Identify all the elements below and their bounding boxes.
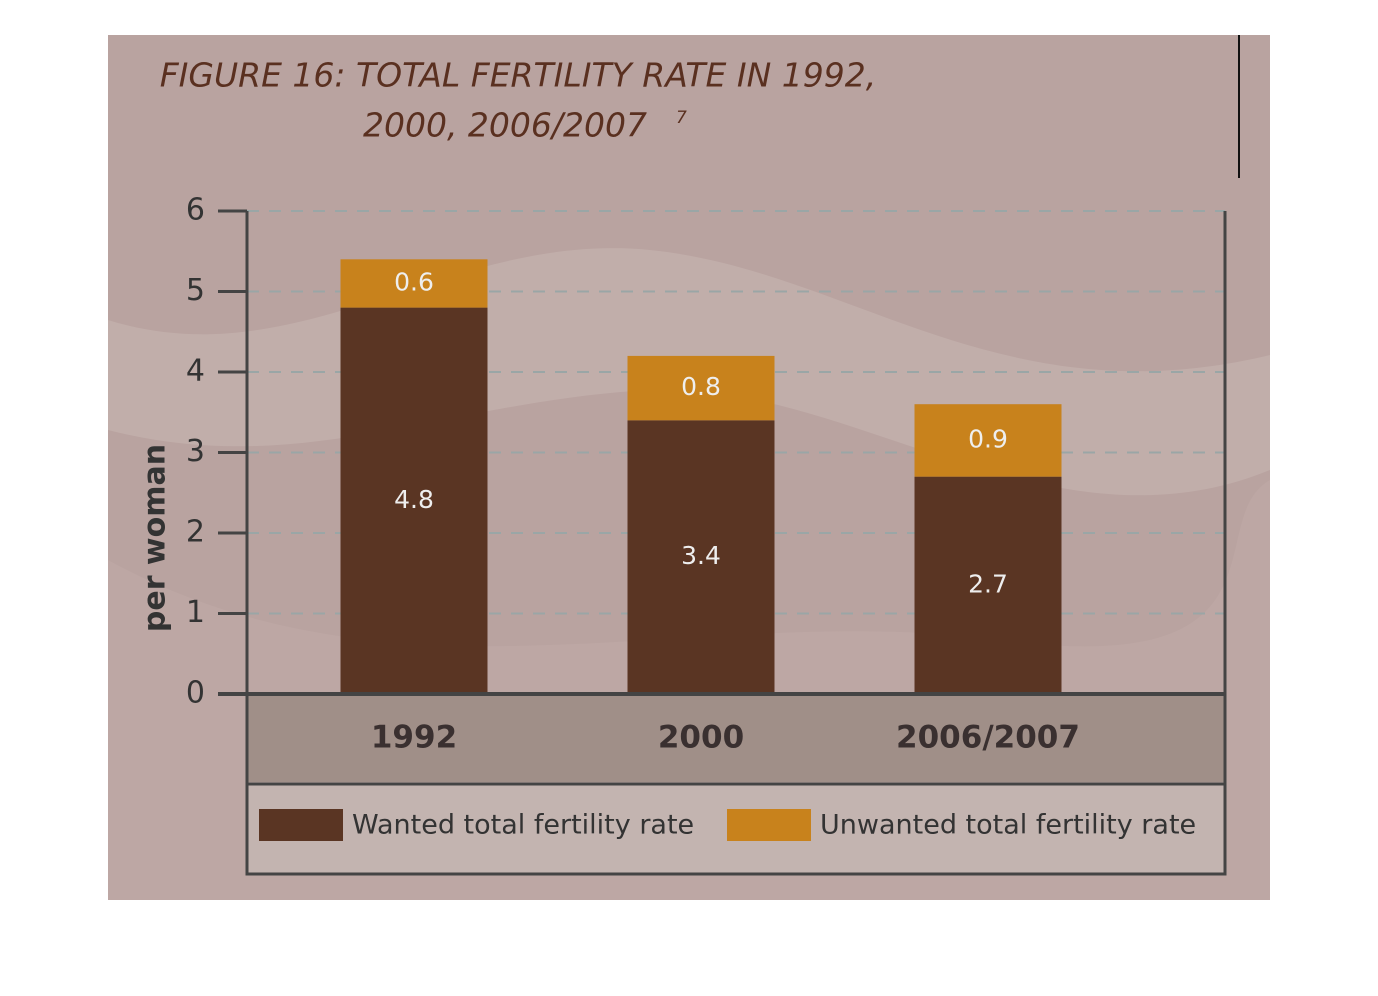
x-tick-label: 2000 — [658, 720, 744, 756]
legend-label: Wanted total fertility rate — [352, 810, 694, 841]
y-tick-label: 0 — [186, 676, 205, 711]
data-label: 0.9 — [968, 424, 1008, 453]
bar-segment — [627, 355, 775, 421]
data-label: 0.6 — [394, 267, 434, 296]
y-tick-label: 2 — [186, 515, 205, 550]
data-label: 4.8 — [394, 485, 434, 514]
y-tick-label: 4 — [186, 354, 205, 389]
category-band — [247, 694, 1225, 782]
data-label: 2.7 — [968, 569, 1008, 598]
chart-title: FIGURE 16: TOTAL FERTILITY RATE IN 1992, — [160, 56, 877, 95]
chart-title: 2000, 2006/2007 — [363, 106, 647, 145]
legend-label: Unwanted total fertility rate — [820, 810, 1196, 841]
data-label: 3.4 — [681, 541, 721, 570]
legend-swatch — [259, 809, 343, 841]
x-tick-label: 2006/2007 — [896, 720, 1080, 756]
bar-segment — [914, 476, 1062, 694]
bar-segment — [914, 404, 1062, 477]
bar-segment — [627, 420, 775, 694]
y-tick-label: 3 — [186, 434, 205, 469]
y-tick-label: 6 — [186, 193, 205, 228]
data-label: 0.8 — [681, 372, 721, 401]
legend-swatch — [727, 809, 811, 841]
y-tick-label: 1 — [186, 595, 205, 630]
y-axis-label: per woman — [138, 444, 173, 632]
y-tick-label: 5 — [186, 273, 205, 308]
bar-segment — [340, 307, 488, 694]
x-tick-label: 1992 — [371, 720, 457, 756]
footnote-mark: 7 — [676, 108, 687, 128]
bar-segment — [340, 259, 488, 308]
